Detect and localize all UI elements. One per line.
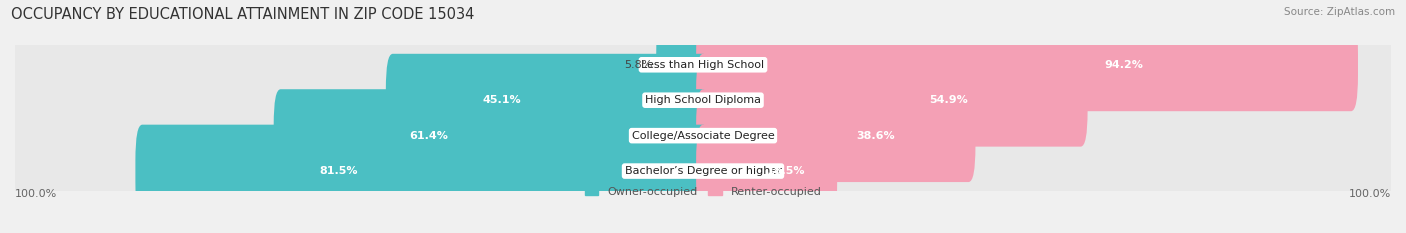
- Legend: Owner-occupied, Renter-occupied: Owner-occupied, Renter-occupied: [585, 187, 821, 197]
- Text: Source: ZipAtlas.com: Source: ZipAtlas.com: [1284, 7, 1395, 17]
- Text: 81.5%: 81.5%: [319, 166, 357, 176]
- Text: OCCUPANCY BY EDUCATIONAL ATTAINMENT IN ZIP CODE 15034: OCCUPANCY BY EDUCATIONAL ATTAINMENT IN Z…: [11, 7, 475, 22]
- Text: 100.0%: 100.0%: [1348, 189, 1391, 199]
- FancyBboxPatch shape: [4, 104, 1402, 233]
- Text: 100.0%: 100.0%: [15, 189, 58, 199]
- FancyBboxPatch shape: [274, 89, 710, 182]
- Text: 5.8%: 5.8%: [624, 60, 652, 70]
- Text: Bachelor’s Degree or higher: Bachelor’s Degree or higher: [624, 166, 782, 176]
- Text: 61.4%: 61.4%: [409, 131, 449, 141]
- FancyBboxPatch shape: [4, 68, 1402, 203]
- Text: 45.1%: 45.1%: [482, 95, 520, 105]
- FancyBboxPatch shape: [4, 33, 1402, 168]
- Text: Less than High School: Less than High School: [641, 60, 765, 70]
- FancyBboxPatch shape: [696, 18, 1358, 111]
- Text: 38.6%: 38.6%: [856, 131, 896, 141]
- FancyBboxPatch shape: [696, 54, 1088, 147]
- FancyBboxPatch shape: [696, 125, 837, 217]
- Text: High School Diploma: High School Diploma: [645, 95, 761, 105]
- FancyBboxPatch shape: [385, 54, 710, 147]
- Text: 54.9%: 54.9%: [929, 95, 967, 105]
- Text: College/Associate Degree: College/Associate Degree: [631, 131, 775, 141]
- FancyBboxPatch shape: [4, 0, 1402, 132]
- Text: 18.5%: 18.5%: [766, 166, 806, 176]
- Text: 94.2%: 94.2%: [1105, 60, 1143, 70]
- FancyBboxPatch shape: [135, 125, 710, 217]
- FancyBboxPatch shape: [696, 89, 976, 182]
- FancyBboxPatch shape: [657, 18, 710, 111]
